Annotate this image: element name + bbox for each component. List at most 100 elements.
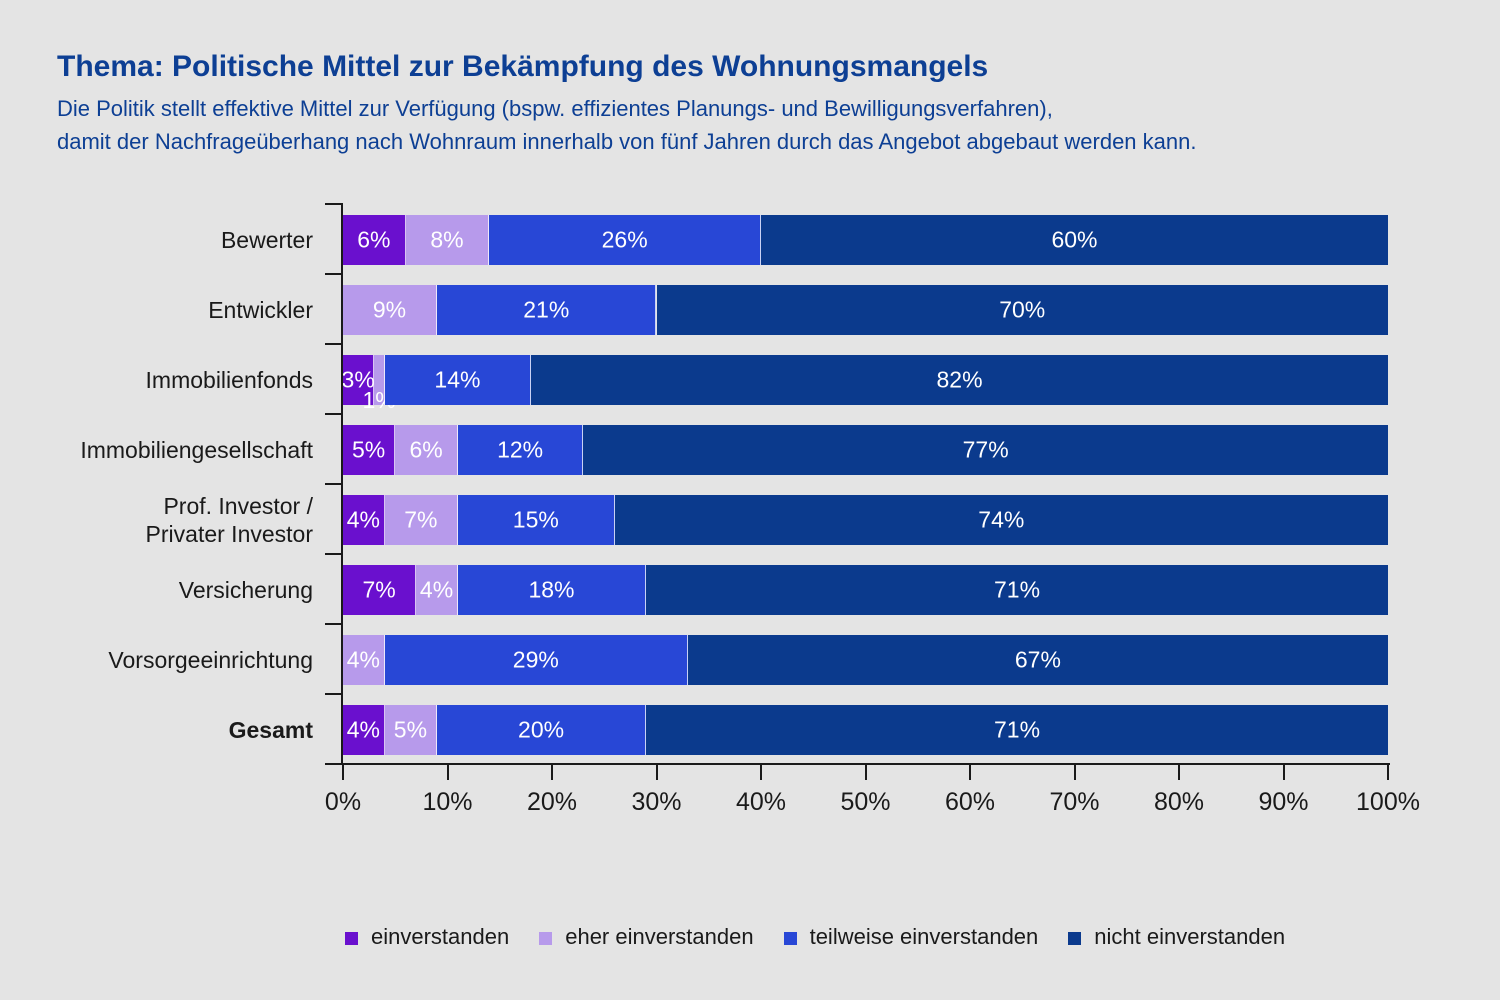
category-label: Immobiliengesellschaft: [80, 437, 313, 463]
x-tick: [1387, 763, 1389, 780]
bar-value-label: 70%: [999, 296, 1046, 323]
bar-segment: 7%: [343, 565, 417, 615]
bar-value-label: 3%: [341, 366, 375, 393]
y-tick: [325, 553, 341, 555]
bar-value-label: 6%: [409, 436, 443, 463]
bar-value-label: 6%: [357, 226, 391, 253]
x-tick: [655, 763, 658, 780]
x-tick: [1178, 763, 1180, 780]
bar-value-label: 74%: [978, 506, 1025, 533]
bar-segment: 82%: [531, 355, 1388, 405]
bar-segment: 18%: [457, 565, 647, 615]
category-label: Vorsorgeeinrichtung: [108, 647, 313, 673]
bar-row: 3% 1% 14% 82%: [341, 355, 1388, 413]
category-label: Prof. Investor / Privater Investor: [145, 493, 313, 547]
legend-swatch-icon: [539, 931, 553, 945]
bar-segment: 4%: [343, 495, 385, 545]
x-tick-label: 100%: [1356, 788, 1420, 816]
bar-segment: 3%: [341, 355, 375, 405]
bar-segment: 29%: [384, 635, 688, 685]
x-tick: [551, 763, 553, 780]
bar-value-label: 14%: [434, 366, 481, 393]
bar-segment: 12%: [457, 425, 584, 475]
bar-segment: 74%: [614, 495, 1388, 545]
bar-segment: 21%: [437, 285, 657, 335]
bar-value-label: 7%: [362, 576, 396, 603]
legend-label: nicht einverstanden: [1094, 924, 1286, 949]
category-label: Bewerter: [220, 227, 313, 253]
x-tick: [1282, 763, 1285, 780]
y-tick: [325, 203, 341, 205]
bar-row: 6% 8% 26% 60%: [343, 215, 1388, 265]
bar-value-label: 4%: [346, 646, 381, 673]
bar-segment: 6%: [395, 425, 458, 475]
bar-value-label: 8%: [430, 226, 464, 253]
x-tick-label: 50%: [840, 788, 891, 816]
bar-value-label: 60%: [1051, 226, 1098, 253]
x-tick-label: 20%: [526, 788, 578, 816]
y-tick: [325, 343, 341, 345]
bar-segment: 4%: [416, 565, 458, 615]
bar-value-label: 21%: [523, 296, 570, 323]
bar-segment: 4%: [343, 705, 385, 755]
bar-value-label: 15%: [512, 506, 559, 533]
bar-value-label: 18%: [528, 576, 575, 603]
x-tick: [969, 763, 971, 780]
bar-segment: 77%: [583, 425, 1388, 475]
bar-segment: 70%: [656, 285, 1388, 335]
x-tick: [760, 763, 762, 780]
bar-value-label: 29%: [512, 646, 559, 673]
bar-value-label: 5%: [393, 716, 428, 743]
legend: einverstanden eher einverstanden teilweise…: [345, 924, 1285, 950]
x-tick-label: 60%: [944, 788, 996, 816]
bar-value-label: 4%: [346, 716, 381, 743]
x-tick: [446, 763, 449, 780]
y-tick: [325, 623, 341, 625]
x-tick-label: 0%: [324, 788, 362, 816]
bar-value-label: 82%: [936, 366, 983, 393]
y-tick: [325, 273, 341, 275]
x-tick-label: 70%: [1049, 788, 1100, 816]
subtitle-line-1: Die Politik stellt effektive Mittel zur …: [57, 96, 1053, 121]
category-label: Immobilienfonds: [145, 367, 313, 393]
legend-swatch-icon: [345, 931, 358, 945]
bar-segment: 5%: [384, 705, 438, 755]
bar-segment: 71%: [646, 565, 1388, 615]
x-tick: [342, 763, 344, 780]
bar-value-label: 20%: [518, 716, 565, 743]
bar-segment: 6%: [343, 215, 406, 265]
bar-segment: 71%: [646, 705, 1388, 755]
y-axis-line: [341, 203, 343, 765]
bar-value-label: 4%: [346, 506, 381, 533]
legend-item: einverstanden: [345, 924, 509, 950]
category-label: Versicherung: [178, 577, 313, 603]
bar-segment: 5%: [343, 425, 396, 475]
category-label: Gesamt: [228, 717, 313, 743]
y-tick: [325, 483, 341, 485]
bar-segment: 8%: [405, 215, 490, 265]
legend-item: eher einverstanden: [539, 924, 754, 950]
bar-value-label: 7%: [404, 506, 438, 533]
legend-label: einverstanden: [371, 924, 510, 949]
x-tick: [864, 763, 867, 780]
legend-item: teilweise einverstanden: [783, 924, 1039, 950]
bar-segment: 9%: [343, 285, 438, 335]
bar-row: 9% 21% 70%: [343, 285, 1388, 335]
bar-row: 4% 7% 15% 74%: [343, 495, 1388, 545]
bar-segment: 26%: [489, 215, 761, 265]
y-tick: [325, 413, 341, 415]
bar-segment: 1%: [362, 355, 396, 413]
bar-segment: 4%: [343, 635, 385, 685]
bar-segment: 60%: [761, 215, 1388, 265]
bar-value-label: 4%: [419, 576, 454, 603]
subtitle-line-2: damit der Nachfrageüberhang nach Wohnrau…: [57, 129, 1197, 154]
x-tick: [1073, 763, 1076, 780]
legend-label: teilweise einverstanden: [809, 924, 1039, 949]
bar-value-label: 71%: [993, 576, 1041, 603]
bar-segment: 7%: [384, 495, 458, 545]
bar-segment: 15%: [457, 495, 615, 545]
legend-item: nicht einverstanden: [1068, 924, 1285, 950]
legend-swatch-icon: [783, 931, 797, 945]
x-axis-line: [327, 763, 1390, 765]
